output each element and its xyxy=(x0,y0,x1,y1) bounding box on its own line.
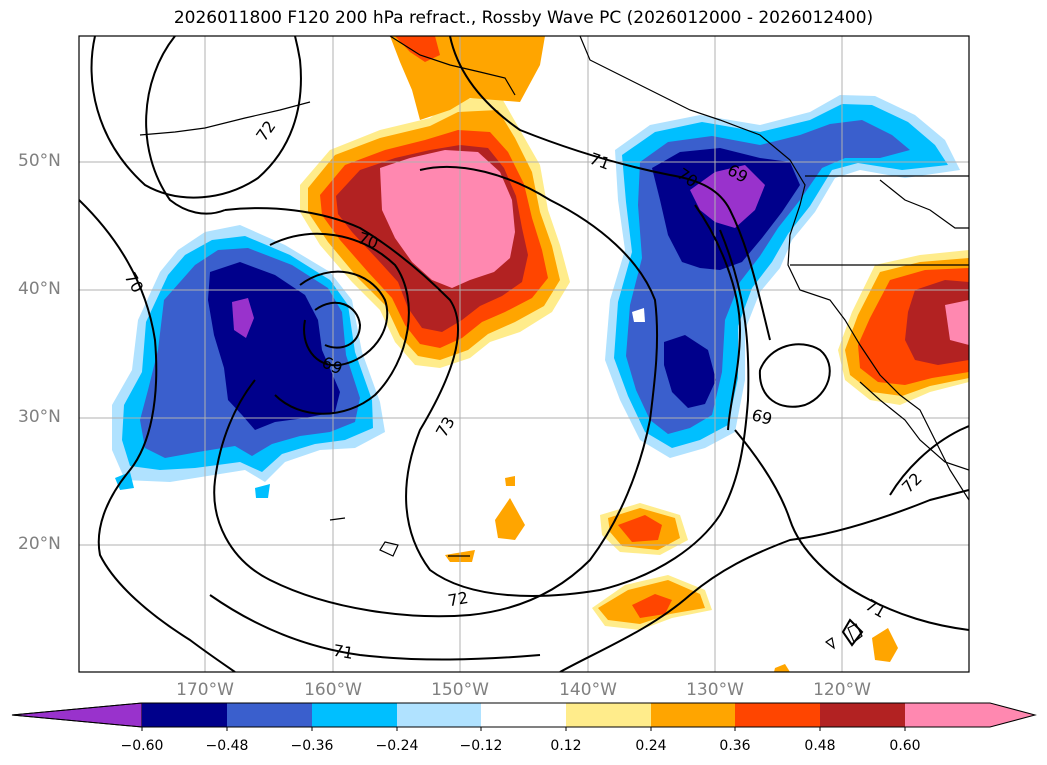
contour-label: 69 xyxy=(750,405,775,429)
lon-label-170w: 170°W xyxy=(176,680,234,700)
lon-label-160w: 160°W xyxy=(304,680,362,700)
lat-label-50n: 50°N xyxy=(18,151,61,171)
colorbar-segment xyxy=(481,703,566,727)
colorbar-segment xyxy=(397,703,481,727)
plot-area: 72 70 69 70 73 72 71 71 70 69 69 71 72 xyxy=(79,36,969,672)
coastlines xyxy=(139,36,969,650)
contour-label: 71 xyxy=(332,641,355,663)
lat-label-40n: 40°N xyxy=(18,279,61,299)
negative-anomaly-east xyxy=(605,95,960,458)
colorbar-tick-label: −0.12 xyxy=(459,738,503,754)
map-title: 2026011800 F120 200 hPa refract., Rossby… xyxy=(173,8,874,28)
positive-anomaly-patches xyxy=(115,308,898,672)
colorbar-segment xyxy=(820,703,905,727)
lon-label-140w: 140°W xyxy=(559,680,617,700)
colorbar-min-extend xyxy=(11,702,143,728)
colorbar-segment xyxy=(566,703,651,727)
colorbar-tick-label: −0.60 xyxy=(120,738,164,754)
colorbar-tick-label: −0.48 xyxy=(205,738,249,754)
colorbar-segment xyxy=(735,703,820,727)
colorbar-tick-label: 0.48 xyxy=(804,738,836,754)
contour-label: 72 xyxy=(446,588,469,610)
colorbar-tick-label: 0.12 xyxy=(550,738,582,754)
colorbar-segment xyxy=(142,703,227,727)
colorbar-segment xyxy=(227,703,312,727)
colorbar-max-extend xyxy=(905,703,1035,727)
gridlines xyxy=(79,36,969,672)
lon-label-150w: 150°W xyxy=(431,680,489,700)
colorbar-tick-label: −0.24 xyxy=(375,738,419,754)
plot-frame xyxy=(78,35,970,673)
positive-anomaly-central xyxy=(300,36,570,368)
colorbar-tick-label: −0.36 xyxy=(290,738,334,754)
colorbar-segment xyxy=(312,703,397,727)
lat-label-30n: 30°N xyxy=(18,407,61,427)
colorbar-segment xyxy=(651,703,735,727)
lat-label-20n: 20°N xyxy=(18,534,61,554)
colorbar xyxy=(11,702,1037,731)
height-contours xyxy=(79,36,969,672)
colorbar-tick-label: 0.60 xyxy=(889,738,921,754)
lon-label-120w: 120°W xyxy=(813,680,871,700)
colorbar-tick-label: 0.24 xyxy=(635,738,667,754)
lon-label-130w: 130°W xyxy=(686,680,744,700)
positive-anomaly-east xyxy=(838,250,969,405)
colorbar-tick-label: 0.36 xyxy=(719,738,751,754)
